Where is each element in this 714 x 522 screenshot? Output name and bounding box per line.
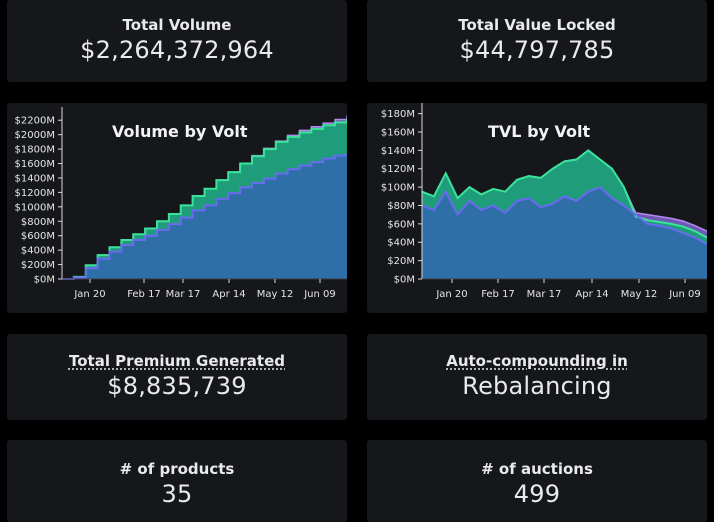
y-tick-label: $80M xyxy=(387,201,415,212)
y-tick-label: $0M xyxy=(34,275,55,286)
y-tick-label: $20M xyxy=(387,256,415,267)
y-tick-label: $140M xyxy=(381,146,415,157)
y-tick-label: $1000M xyxy=(15,202,55,213)
y-tick-label: $0M xyxy=(394,275,415,286)
series-green-line xyxy=(421,149,707,239)
autocompound-value: Rebalancing xyxy=(462,372,612,400)
y-tick-label: $200M xyxy=(21,260,55,271)
x-tick-label: Jan 20 xyxy=(73,289,105,300)
chart-series-group xyxy=(62,115,347,280)
auctions-value: 499 xyxy=(513,480,561,508)
products-label: # of products xyxy=(119,460,235,478)
tvl-card: Total Value Locked $44,797,785 xyxy=(367,0,707,82)
x-tick-label: Feb 17 xyxy=(127,289,161,300)
x-tick-label: Feb 17 xyxy=(481,289,515,300)
y-tick-label: $1400M xyxy=(15,173,55,184)
x-tick-label: Jun 09 xyxy=(668,289,701,300)
x-tick-label: Jun 09 xyxy=(303,289,336,300)
tvl-chart: TVL by Volt $0M $20M $40M $60M $80M $100M $120… xyxy=(381,103,707,300)
volume-chart-card: Volume by Volt $0M $200M $400M $600M $800M $1… xyxy=(7,103,347,313)
autocompound-label[interactable]: Auto-compounding in xyxy=(446,352,628,370)
tvl-value: $44,797,785 xyxy=(459,36,615,64)
tvl-chart-title: TVL by Volt xyxy=(488,122,591,141)
series-blue-area xyxy=(422,187,707,279)
series-blue-line xyxy=(62,153,347,280)
y-tick-label: $2200M xyxy=(15,116,55,127)
products-value: 35 xyxy=(161,480,193,508)
series-blue-area xyxy=(62,153,347,279)
total-volume-card: Total Volume $2,264,372,964 xyxy=(7,0,347,82)
series-green-area xyxy=(422,150,707,245)
premium-label[interactable]: Total Premium Generated xyxy=(68,352,285,370)
premium-value: $8,835,739 xyxy=(107,372,247,400)
autocompound-card: Auto-compounding in Rebalancing xyxy=(367,334,707,420)
x-tick-label: Apr 14 xyxy=(575,289,608,300)
auctions-card: # of auctions 499 xyxy=(367,440,707,522)
tvl-chart-card: TVL by Volt $0M $20M $40M $60M $80M $100M $120… xyxy=(367,103,707,313)
chart-series-group xyxy=(421,149,707,279)
y-tick-label: $600M xyxy=(21,231,55,242)
total-volume-label: Total Volume xyxy=(122,16,232,34)
x-tick-label: Jan 20 xyxy=(435,289,467,300)
x-tick-label: May 12 xyxy=(621,289,658,300)
y-tick-label: $180M xyxy=(381,109,415,120)
volume-chart: Volume by Volt $0M $200M $400M $600M $800M $1… xyxy=(15,107,347,300)
y-tick-label: $40M xyxy=(387,238,415,249)
series-green-line xyxy=(62,118,347,280)
y-tick-label: $60M xyxy=(387,219,415,230)
products-card: # of products 35 xyxy=(7,440,347,522)
series-blue-line xyxy=(421,185,707,245)
y-tick-label: $160M xyxy=(381,127,415,138)
y-tick-label: $1800M xyxy=(15,145,55,156)
y-tick-label: $120M xyxy=(381,164,415,175)
y-tick-label: $1600M xyxy=(15,159,55,170)
x-tick-label: Apr 14 xyxy=(212,289,245,300)
x-tick-label: Mar 17 xyxy=(166,289,201,300)
y-tick-label: $1200M xyxy=(15,188,55,199)
premium-card: Total Premium Generated $8,835,739 xyxy=(7,334,347,420)
x-tick-label: Mar 17 xyxy=(527,289,562,300)
total-volume-value: $2,264,372,964 xyxy=(80,36,274,64)
y-tick-label: $400M xyxy=(21,246,55,257)
y-tick-label: $2000M xyxy=(15,130,55,141)
auctions-label: # of auctions xyxy=(481,460,593,478)
y-tick-label: $100M xyxy=(381,183,415,194)
x-tick-label: May 12 xyxy=(257,289,294,300)
tvl-label: Total Value Locked xyxy=(458,16,616,34)
y-tick-label: $800M xyxy=(21,217,55,228)
volume-chart-title: Volume by Volt xyxy=(112,122,248,141)
